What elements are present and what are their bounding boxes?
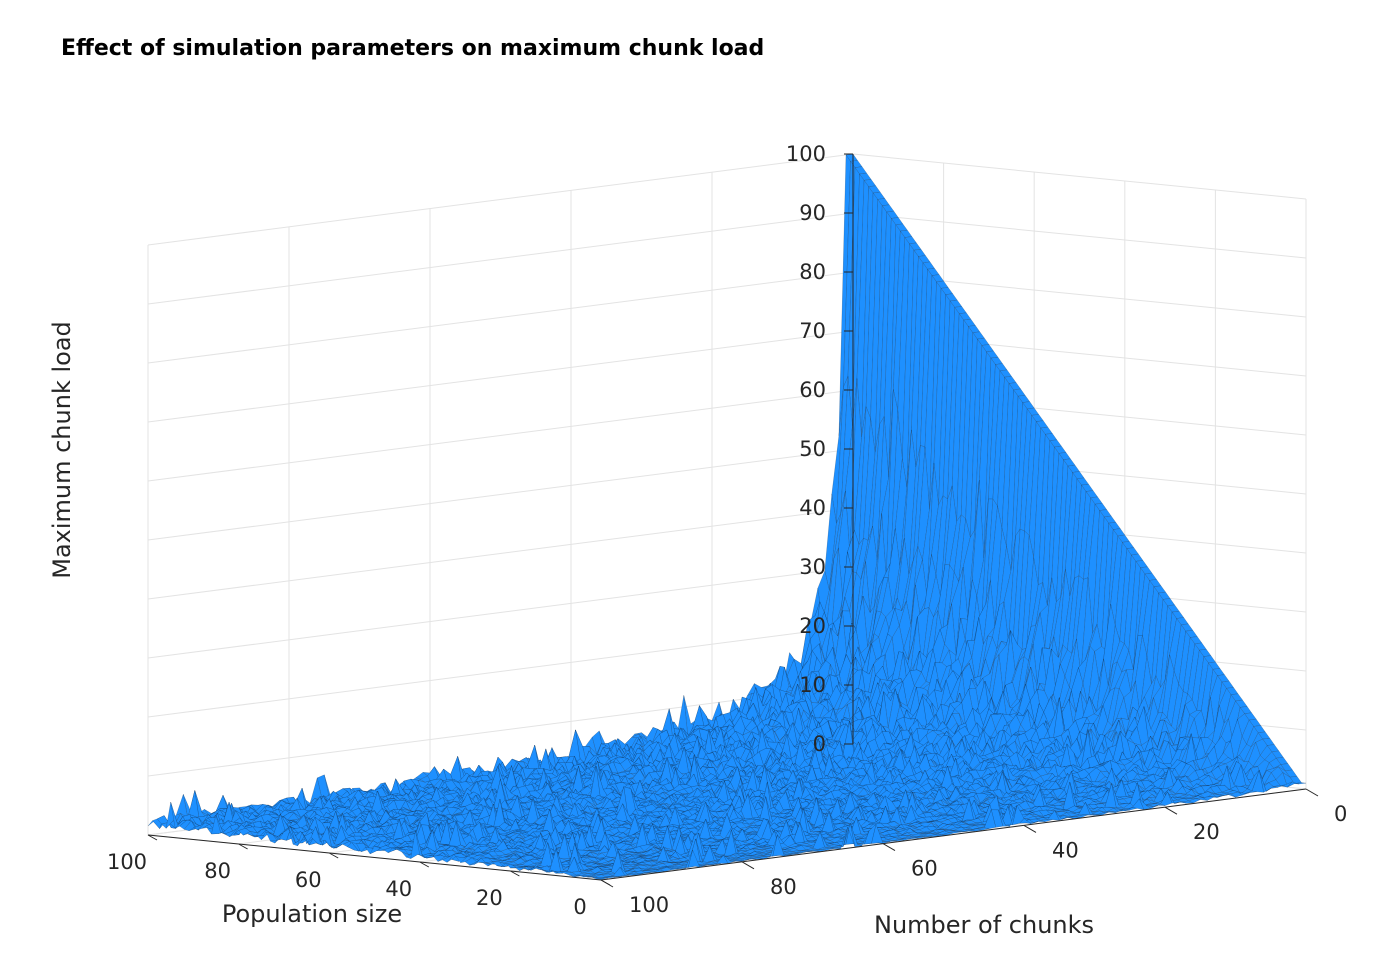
wall-grid-z <box>147 625 854 718</box>
wall-grid-z <box>147 684 854 777</box>
wall-grid-z <box>852 212 1307 259</box>
chart-title: Effect of simulation parameters on maxim… <box>61 36 764 61</box>
wall-grid-z <box>147 212 854 305</box>
wall-grid-z <box>147 448 854 541</box>
wall-grid-z <box>147 330 854 423</box>
wall-grid-z <box>147 507 854 600</box>
wall-grid-z <box>147 389 854 482</box>
wall-grid-z <box>147 153 854 246</box>
wall-grid-z <box>147 271 854 364</box>
wall-grid-z <box>852 153 1307 200</box>
wall-grid-z <box>147 566 854 659</box>
surface-mesh <box>147 153 1307 880</box>
